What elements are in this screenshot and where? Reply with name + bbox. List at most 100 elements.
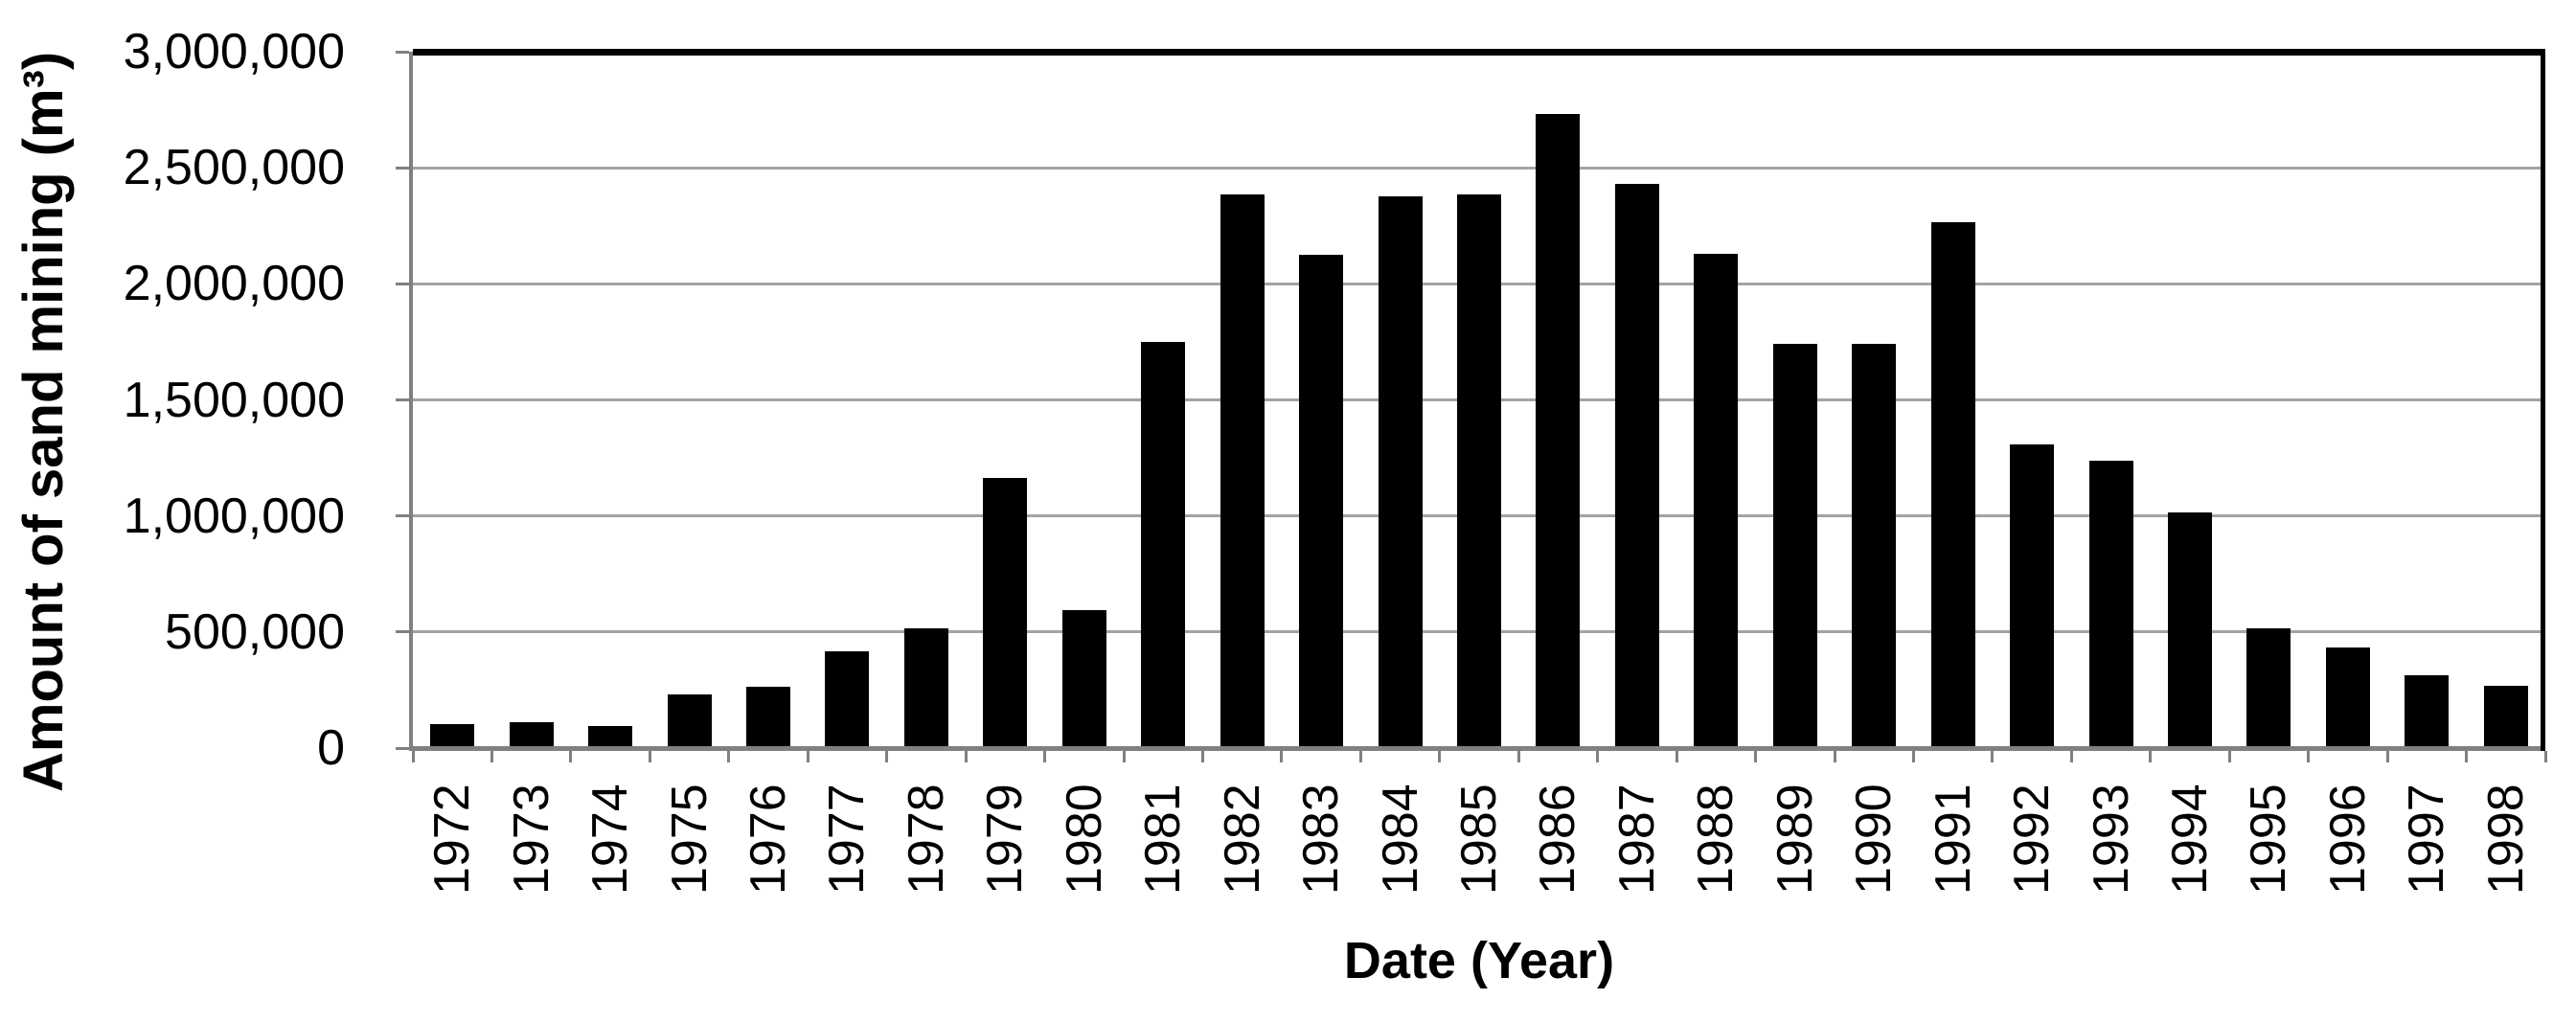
x-tick-label: 1977 [819, 784, 876, 895]
x-tick-mark [1358, 751, 1362, 762]
plot-border-top [413, 49, 2545, 56]
x-tick-label: 1989 [1767, 784, 1823, 895]
x-tick-label: 1987 [1608, 784, 1665, 895]
bar [2010, 444, 2055, 748]
x-tick-mark [569, 751, 573, 762]
bar [1694, 254, 1739, 748]
x-tick-label: 1974 [582, 784, 639, 895]
y-tick-label: 500,000 [165, 603, 345, 660]
bar [903, 628, 948, 748]
bar [2483, 686, 2528, 748]
x-tick-mark [1280, 751, 1284, 762]
x-axis-line [409, 746, 2545, 751]
bar [2405, 675, 2450, 748]
x-tick-mark [885, 751, 889, 762]
bar [1061, 610, 1106, 748]
y-tick-mark [396, 282, 409, 285]
bar [1852, 344, 1897, 748]
x-tick-label: 1981 [1135, 784, 1192, 895]
x-tick-label: 1983 [1293, 784, 1350, 895]
x-tick-mark [727, 751, 731, 762]
x-tick-label: 1985 [1451, 784, 1507, 895]
y-tick-label: 1,500,000 [123, 372, 345, 428]
bar [2168, 512, 2212, 748]
x-tick-mark [806, 751, 809, 762]
x-tick-mark [2307, 751, 2311, 762]
x-tick-label: 1994 [2162, 784, 2218, 895]
x-tick-mark [411, 751, 415, 762]
bar [1536, 114, 1581, 748]
bar [1378, 196, 1423, 748]
x-tick-label: 1980 [1056, 784, 1112, 895]
bar [667, 694, 712, 748]
x-tick-mark [2543, 751, 2547, 762]
x-tick-mark [1754, 751, 1758, 762]
x-tick-label: 1992 [2004, 784, 2061, 895]
y-tick-mark [396, 746, 409, 750]
x-tick-label: 1998 [2477, 784, 2534, 895]
x-tick-label: 1982 [1214, 784, 1270, 895]
plot-border-right [2541, 49, 2545, 751]
x-tick-mark [1596, 751, 1600, 762]
y-tick-label: 3,000,000 [123, 24, 345, 79]
y-tick-label: 0 [317, 720, 345, 776]
bar [825, 651, 870, 748]
x-tick-mark [1438, 751, 1442, 762]
bar [1772, 344, 1817, 748]
bar [588, 726, 633, 748]
y-tick-label: 2,000,000 [123, 256, 345, 312]
x-tick-label: 1997 [2399, 784, 2455, 895]
x-tick-mark [1043, 751, 1047, 762]
x-tick-mark [1833, 751, 1836, 762]
y-tick-mark [396, 630, 409, 634]
bar [1299, 255, 1344, 748]
x-tick-label: 1990 [1846, 784, 1903, 895]
x-tick-mark [2385, 751, 2389, 762]
x-tick-mark [2465, 751, 2469, 762]
y-axis-line [409, 52, 413, 751]
y-tick-label: 2,500,000 [123, 140, 345, 196]
x-tick-label: 1984 [1372, 784, 1428, 895]
x-tick-mark [964, 751, 968, 762]
bar [509, 722, 554, 748]
x-tick-label: 1975 [661, 784, 718, 895]
x-tick-mark [2069, 751, 2073, 762]
x-tick-mark [2149, 751, 2153, 762]
x-tick-mark [1122, 751, 1126, 762]
y-tick-mark [396, 166, 409, 170]
y-tick-mark [396, 50, 409, 54]
x-tick-label: 1996 [2319, 784, 2376, 895]
bar [1457, 194, 1501, 748]
x-tick-mark [490, 751, 493, 762]
x-tick-label: 1991 [1925, 784, 1981, 895]
y-tick-mark [396, 398, 409, 401]
bar [1220, 194, 1265, 748]
bar [746, 687, 790, 748]
bar [1930, 222, 1975, 748]
x-tick-label: 1973 [503, 784, 559, 895]
x-tick-mark [1911, 751, 1915, 762]
bar [430, 724, 475, 748]
bar [983, 478, 1028, 748]
x-tick-label: 1978 [898, 784, 954, 895]
bar [2246, 628, 2291, 748]
x-tick-label: 1995 [2241, 784, 2297, 895]
gridline [413, 166, 2545, 170]
x-tick-label: 1976 [741, 784, 796, 895]
x-tick-label: 1988 [1688, 784, 1744, 895]
y-tick-label: 1,000,000 [123, 488, 345, 544]
y-tick-mark [396, 514, 409, 518]
x-tick-label: 1986 [1530, 784, 1586, 895]
x-tick-mark [1516, 751, 1520, 762]
x-tick-label: 1979 [977, 784, 1034, 895]
x-tick-mark [1991, 751, 1995, 762]
bar [2088, 461, 2133, 748]
bar [2325, 647, 2370, 748]
x-tick-label: 1993 [2083, 784, 2139, 895]
x-axis-title: Date (Year) [1343, 932, 1615, 989]
bar [1614, 184, 1659, 748]
bar [1141, 342, 1186, 748]
x-tick-mark [2227, 751, 2231, 762]
x-tick-mark [648, 751, 651, 762]
